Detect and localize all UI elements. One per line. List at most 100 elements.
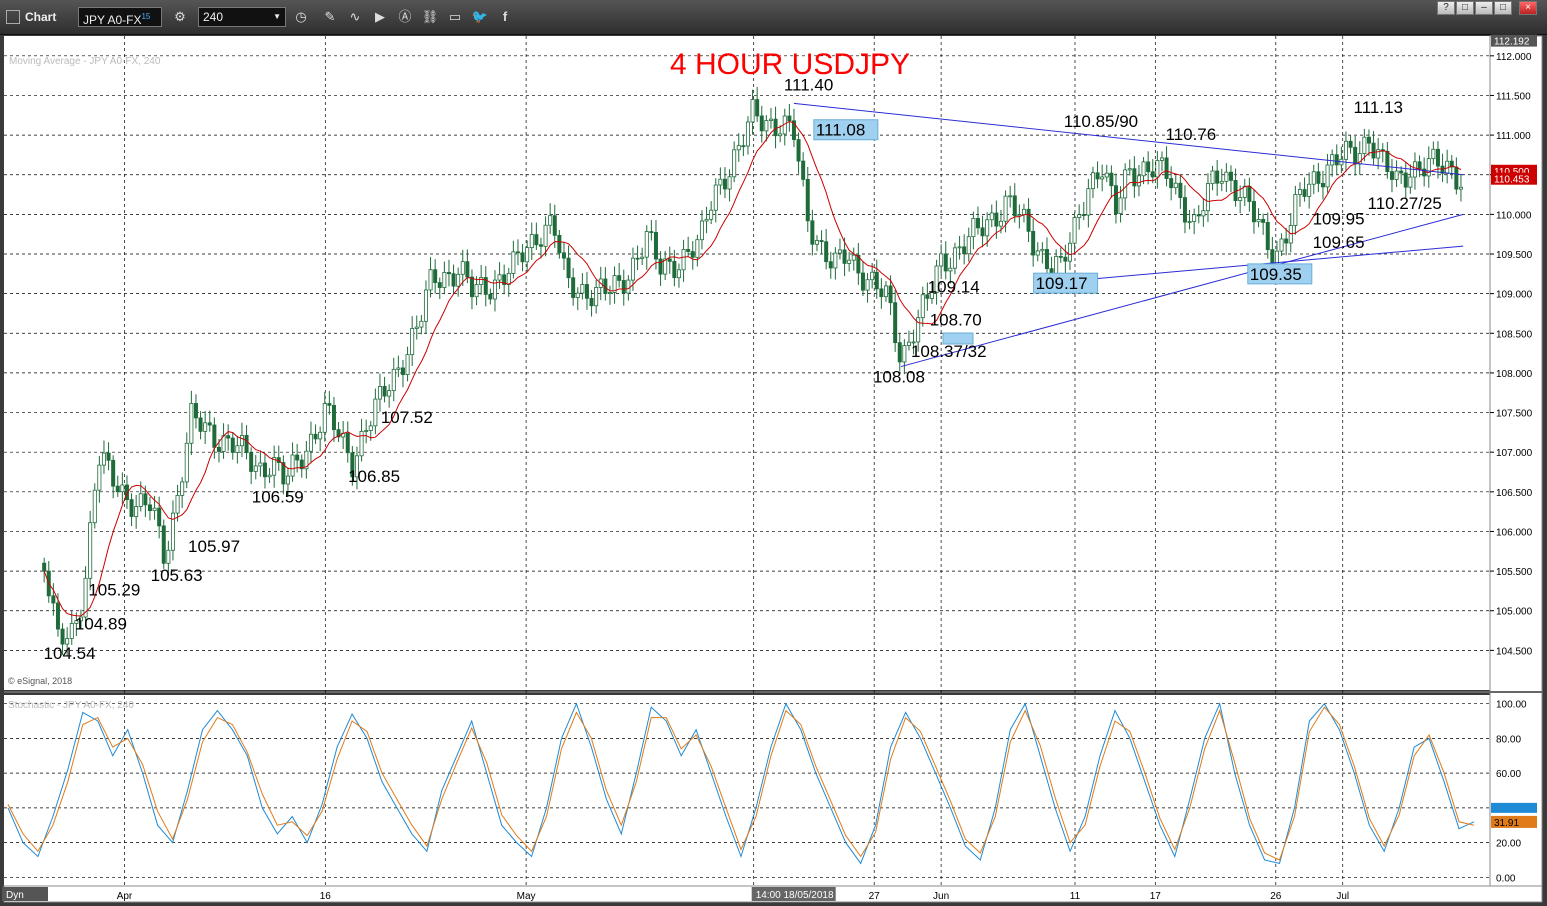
symbol-input[interactable]: JPY A0-FX15 — [78, 7, 162, 27]
candle — [1311, 171, 1316, 185]
candle — [1408, 176, 1413, 188]
candle — [364, 430, 369, 432]
maximize-button[interactable]: □ — [1494, 1, 1512, 15]
candle — [1265, 222, 1270, 250]
candle — [120, 484, 125, 493]
candle — [1330, 154, 1335, 166]
candle — [607, 292, 612, 294]
candle — [51, 595, 56, 604]
candle — [1113, 185, 1118, 215]
candle — [428, 269, 433, 291]
stochastic-line-d — [7, 706, 1475, 861]
candle — [106, 452, 111, 461]
price-tick-label: 111.000 — [1496, 131, 1531, 142]
time-tick-label: May — [517, 891, 536, 902]
candle — [1090, 172, 1095, 190]
help-button[interactable]: ? — [1437, 1, 1455, 15]
time-tick-label: 16 — [320, 891, 332, 902]
candle — [681, 249, 686, 271]
candle — [460, 261, 465, 275]
minimize-button[interactable]: – — [1475, 1, 1493, 15]
time-tick-label: Jun — [933, 891, 949, 902]
candle — [304, 450, 309, 470]
candle — [492, 279, 497, 300]
candle — [865, 279, 870, 291]
facebook-icon[interactable]: f — [502, 9, 508, 24]
close-button[interactable]: × — [1519, 1, 1537, 15]
interval-input[interactable]: 240 ▼ — [198, 7, 286, 27]
price-tick-label: 106.500 — [1496, 488, 1533, 499]
candle — [879, 288, 884, 298]
candle — [1458, 186, 1463, 190]
annotation-label: 109.95 — [1313, 209, 1365, 228]
annotation-label: 111.13 — [1354, 98, 1403, 117]
candle — [161, 525, 166, 564]
chat-icon[interactable]: ▭ — [448, 9, 462, 24]
candle — [405, 354, 410, 375]
candle — [1201, 210, 1206, 217]
chart-area[interactable]: 104.500 105.000 105.500 106.000 106.500 107.0… — [0, 34, 1547, 906]
candle — [966, 236, 971, 255]
candle — [244, 434, 249, 454]
candle — [433, 269, 438, 283]
candle — [814, 240, 819, 245]
candle — [571, 277, 576, 298]
price-tick-label: 112.000 — [1496, 52, 1532, 63]
candle — [704, 218, 709, 222]
candle — [295, 454, 300, 461]
ma-study-label: Moving Average - JPY A0-FX, 240 — [9, 56, 161, 67]
symbol-value: JPY A0-FX — [83, 13, 142, 27]
candle — [1279, 238, 1284, 252]
candle — [1040, 249, 1045, 252]
price-tick-label: 105.500 — [1496, 567, 1533, 578]
candle — [1136, 175, 1141, 187]
candle — [1132, 168, 1137, 187]
candle — [235, 445, 240, 453]
candle — [897, 342, 902, 363]
candle — [888, 285, 893, 304]
candle — [824, 241, 829, 263]
candle — [1334, 154, 1339, 166]
candle — [902, 345, 907, 363]
candle — [451, 273, 456, 287]
candle — [1215, 170, 1220, 184]
draw-line-icon[interactable]: ✎ — [324, 9, 336, 24]
candle — [1224, 171, 1229, 182]
candle — [1284, 238, 1289, 244]
candle — [566, 257, 571, 279]
candle — [801, 160, 806, 180]
candle — [189, 403, 194, 444]
candle — [272, 457, 277, 476]
twitter-icon[interactable]: 🐦 — [471, 9, 489, 24]
candle — [1251, 201, 1256, 223]
settings-icon[interactable]: ⚙ — [174, 9, 186, 24]
detach-button[interactable]: □ — [1456, 1, 1474, 15]
candle — [55, 602, 60, 630]
candle — [258, 462, 263, 467]
candle — [1159, 157, 1164, 161]
candle — [1228, 171, 1233, 181]
candle — [387, 390, 392, 397]
candle — [180, 481, 185, 496]
annotation-label: 106.85 — [348, 467, 400, 486]
annotation-label: 109.14 — [928, 278, 980, 297]
play-icon[interactable]: ▶ — [375, 9, 385, 24]
candle — [239, 434, 244, 447]
stochastic-panel — [4, 695, 1490, 886]
link-icon[interactable]: ⛓ — [421, 9, 439, 24]
dyn-box — [2, 887, 48, 901]
price-tick-label: 108.000 — [1496, 369, 1533, 380]
time-tick-label: 17 — [1150, 891, 1162, 902]
candle — [561, 252, 566, 259]
candle — [773, 118, 778, 137]
candle — [262, 462, 267, 478]
candle — [1399, 170, 1404, 174]
candle — [538, 244, 543, 247]
candle — [290, 454, 295, 477]
clock-icon[interactable]: ◷ — [295, 9, 307, 24]
candle — [1316, 171, 1321, 184]
curve-icon[interactable]: ∿ — [349, 9, 361, 24]
candle — [962, 246, 967, 255]
alert-icon[interactable]: Ⓐ — [398, 9, 412, 24]
